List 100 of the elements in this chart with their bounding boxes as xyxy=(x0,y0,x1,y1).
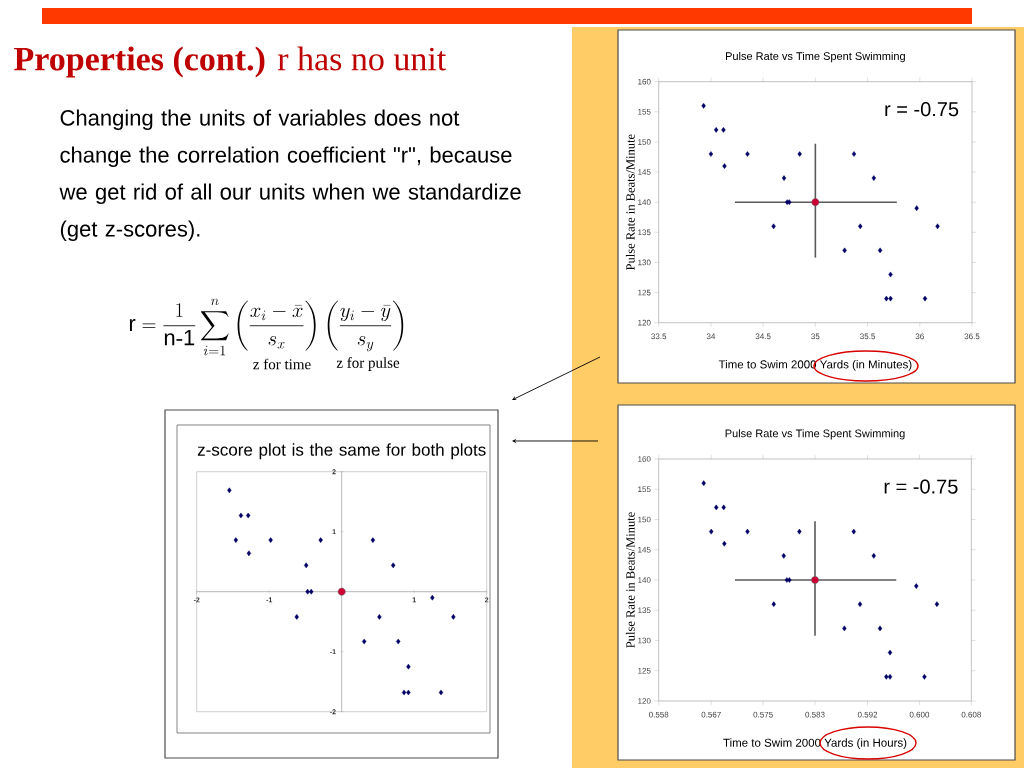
point xyxy=(851,528,856,535)
y-tick-label: 150 xyxy=(638,516,651,523)
point xyxy=(377,614,382,620)
x-tick-label: 35 xyxy=(811,333,820,340)
point xyxy=(268,537,273,543)
x-tick-label: 36 xyxy=(915,333,924,340)
point xyxy=(714,127,719,133)
point xyxy=(227,487,232,494)
point xyxy=(858,223,863,230)
y-tick-label: 120 xyxy=(638,319,651,326)
point xyxy=(305,588,310,595)
point xyxy=(877,625,883,632)
point xyxy=(888,271,893,278)
point xyxy=(871,553,876,559)
point xyxy=(406,663,411,670)
point xyxy=(811,576,819,584)
point xyxy=(304,562,309,569)
y-tick-label: 130 xyxy=(638,637,651,644)
point xyxy=(887,674,893,680)
point xyxy=(451,614,456,620)
point xyxy=(701,480,706,486)
y-tick-label: 135 xyxy=(638,229,651,236)
point xyxy=(233,537,238,543)
y-tick-label: 125 xyxy=(638,289,651,296)
text: Changing the units of variables does not change the correlation coefficient "r", because we get rid of all our units when we standardize (get z-scores). xyxy=(59,109,521,242)
point xyxy=(877,247,883,254)
point xyxy=(401,689,407,696)
y-tick-label: 150 xyxy=(638,139,651,145)
point xyxy=(771,223,776,230)
y-tick-label: 135 xyxy=(638,607,651,614)
point xyxy=(722,163,727,169)
point xyxy=(934,601,940,607)
point xyxy=(708,151,714,157)
point xyxy=(857,601,863,607)
point xyxy=(797,528,802,535)
point xyxy=(430,594,435,601)
y-tick-label: 130 xyxy=(638,259,651,266)
point xyxy=(396,638,401,645)
point xyxy=(887,649,893,656)
x-tick-label: 0.567 xyxy=(701,711,721,718)
x-tick-label: 35.5 xyxy=(860,333,876,340)
y-tick-label: 155 xyxy=(638,109,651,115)
chart-title: Pulse Rate vs Time Spent Swimming xyxy=(725,429,905,440)
x-tick-label: 33.5 xyxy=(651,333,667,340)
point xyxy=(294,614,299,620)
text: $\mathrm{r} = \frac{1}{\mathrm{n\text{-}1}}\sum_{i=1}^{n}\left(\frac{x_i-\bar{x}}{s_x}\right)\left(\frac{y_i-\bar{y}}{s_y}\right)$ xyxy=(129,298,404,356)
x-tick-label: 0.583 xyxy=(805,711,825,718)
x-tick-label: 34 xyxy=(706,333,716,340)
point xyxy=(745,151,750,157)
point xyxy=(884,674,889,680)
point xyxy=(884,295,889,302)
point xyxy=(721,127,726,133)
y-tick-label: 145 xyxy=(638,546,651,553)
point xyxy=(914,205,919,212)
point xyxy=(922,674,927,680)
y-tick-label: 145 xyxy=(638,169,651,175)
x-tick-label: 0.558 xyxy=(649,711,669,718)
point xyxy=(914,583,919,589)
text: Properties (cont.) r has no unit xyxy=(14,46,447,78)
y-tick-label: 140 xyxy=(638,577,651,583)
point xyxy=(781,175,787,181)
point xyxy=(309,588,314,595)
point xyxy=(709,528,714,535)
y-tick-label: 160 xyxy=(638,456,651,462)
point xyxy=(781,553,786,559)
point xyxy=(842,625,847,632)
text: z for pulse xyxy=(336,357,400,371)
point xyxy=(935,223,940,230)
point xyxy=(337,587,346,596)
point xyxy=(888,295,893,302)
y-axis-title: Pulse Rate in Beats/Minute xyxy=(625,134,635,271)
point xyxy=(391,562,396,569)
chart-title: Pulse Rate vs Time Spent Swimming xyxy=(726,51,905,63)
y-tick-label: 120 xyxy=(638,698,651,704)
point xyxy=(922,295,928,302)
point xyxy=(811,198,820,207)
annotation: r = -0.75 xyxy=(885,102,959,117)
point xyxy=(362,638,367,645)
point xyxy=(714,504,719,511)
point xyxy=(722,540,727,547)
point xyxy=(438,689,444,696)
point xyxy=(871,175,876,181)
x-tick-label: 0.608 xyxy=(961,711,981,718)
annotation: r = -0.75 xyxy=(884,479,958,494)
point xyxy=(851,151,857,157)
point xyxy=(787,577,792,583)
y-tick-label: 155 xyxy=(638,486,651,493)
y-axis-title: Pulse Rate in Beats/Minute xyxy=(625,512,635,648)
x-tick-label: 0.600 xyxy=(909,711,930,718)
text: z for time xyxy=(253,358,311,370)
chart-title: z-score plot is the same for both plots xyxy=(197,443,486,460)
point xyxy=(797,151,802,157)
x-tick-label: 34.5 xyxy=(755,333,771,340)
x-tick-label: 0.592 xyxy=(857,711,878,718)
y-tick-label: 160 xyxy=(638,78,651,85)
point xyxy=(701,102,706,109)
y-tick-label: 140 xyxy=(638,199,651,206)
point xyxy=(238,512,244,519)
point xyxy=(771,601,776,607)
point xyxy=(318,537,323,543)
